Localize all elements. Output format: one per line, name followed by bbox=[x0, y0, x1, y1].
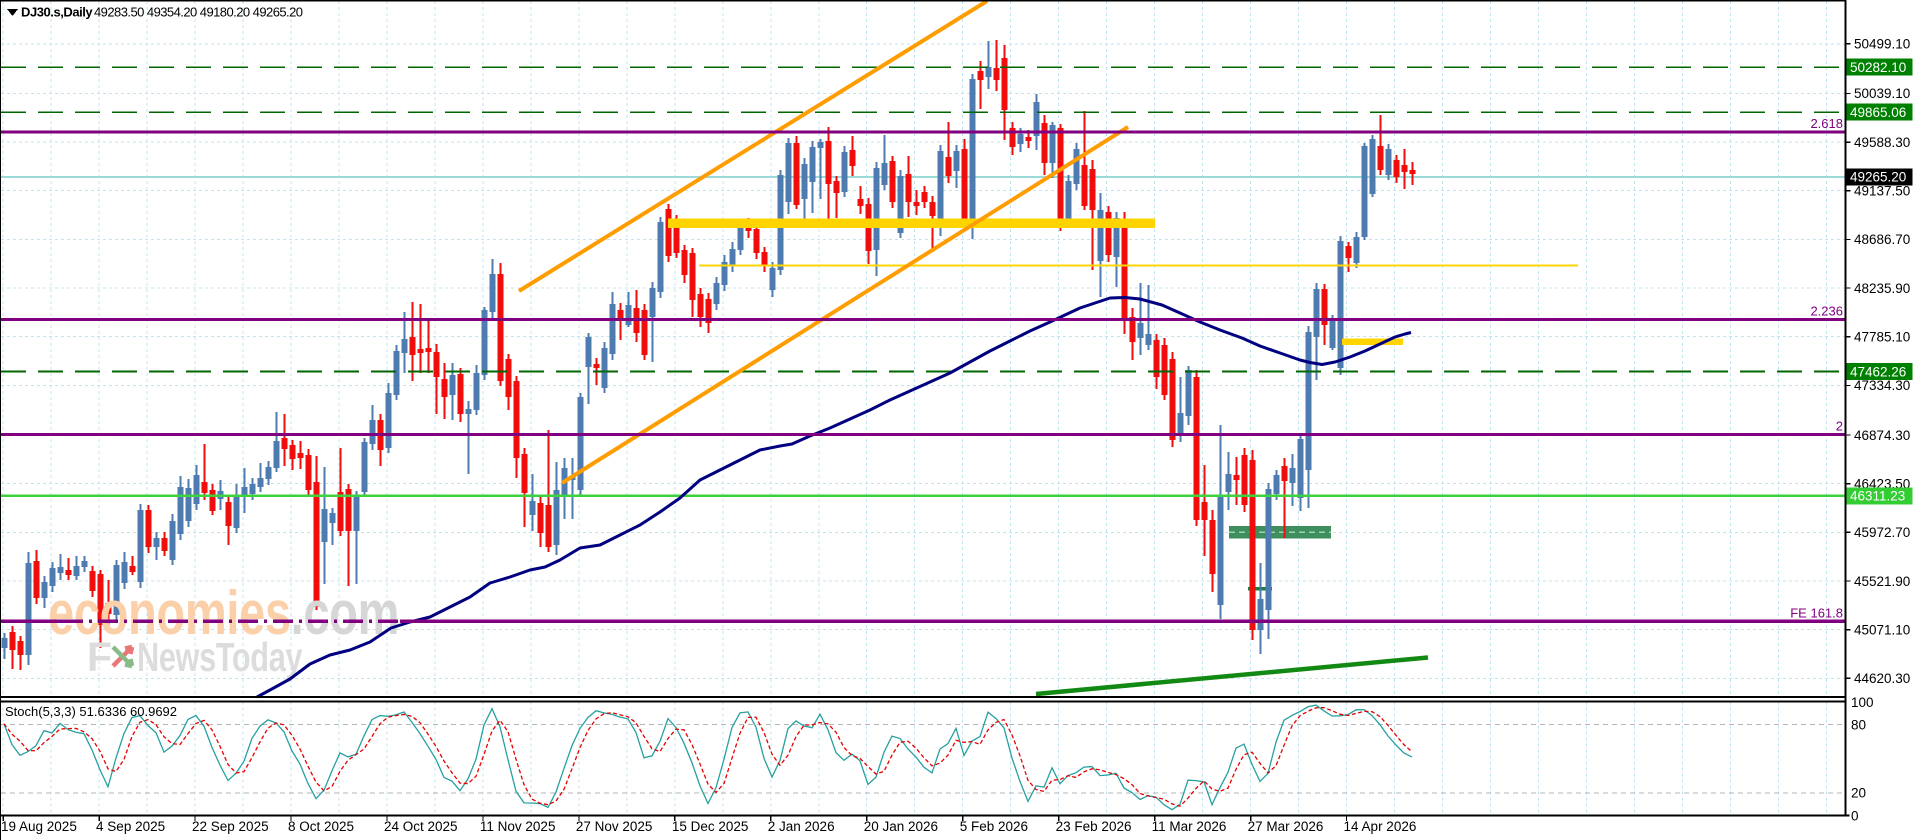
svg-text:2.236: 2.236 bbox=[1810, 304, 1843, 319]
svg-text:0: 0 bbox=[1851, 808, 1859, 823]
svg-text:27 Mar 2026: 27 Mar 2026 bbox=[1248, 819, 1324, 834]
svg-text:24 Oct 2025: 24 Oct 2025 bbox=[384, 819, 458, 834]
svg-text:NewsToday: NewsToday bbox=[137, 634, 302, 680]
svg-text:11 Nov 2025: 11 Nov 2025 bbox=[480, 819, 556, 834]
svg-text:47334.30: 47334.30 bbox=[1854, 378, 1910, 393]
svg-text:49283.50 49354.20 49180.20 492: 49283.50 49354.20 49180.20 49265.20 bbox=[94, 5, 303, 20]
svg-text:45071.10: 45071.10 bbox=[1854, 622, 1910, 637]
svg-text:8 Oct 2025: 8 Oct 2025 bbox=[288, 819, 354, 834]
svg-text:F: F bbox=[87, 634, 112, 680]
svg-text:49588.30: 49588.30 bbox=[1854, 135, 1910, 150]
svg-text:45521.90: 45521.90 bbox=[1854, 574, 1910, 589]
svg-text:19 Aug 2025: 19 Aug 2025 bbox=[1, 819, 77, 834]
svg-text:49865.06: 49865.06 bbox=[1850, 105, 1906, 120]
svg-text:49137.50: 49137.50 bbox=[1854, 184, 1910, 199]
svg-text:100: 100 bbox=[1851, 695, 1874, 710]
svg-text:economies.com: economies.com bbox=[48, 578, 399, 648]
svg-text:4 Sep 2025: 4 Sep 2025 bbox=[96, 819, 165, 834]
svg-text:48235.90: 48235.90 bbox=[1854, 281, 1910, 296]
svg-text:20: 20 bbox=[1851, 786, 1866, 801]
svg-text:50039.10: 50039.10 bbox=[1854, 86, 1910, 101]
svg-text:80: 80 bbox=[1851, 718, 1866, 733]
svg-text:46311.23: 46311.23 bbox=[1850, 489, 1905, 504]
svg-text:2 Jan 2026: 2 Jan 2026 bbox=[768, 819, 835, 834]
svg-text:47785.10: 47785.10 bbox=[1854, 329, 1910, 344]
svg-text:DJ30.s,Daily: DJ30.s,Daily bbox=[21, 5, 93, 20]
svg-text:Stoch(5,3,3) 51.6336 60.9692: Stoch(5,3,3) 51.6336 60.9692 bbox=[5, 704, 177, 719]
svg-text:2.618: 2.618 bbox=[1810, 116, 1843, 131]
svg-text:11 Mar 2026: 11 Mar 2026 bbox=[1152, 819, 1227, 834]
svg-text:45972.70: 45972.70 bbox=[1854, 525, 1910, 540]
svg-text:15 Dec 2025: 15 Dec 2025 bbox=[672, 819, 749, 834]
svg-text:5 Feb 2026: 5 Feb 2026 bbox=[960, 819, 1028, 834]
svg-text:46874.30: 46874.30 bbox=[1854, 428, 1910, 443]
svg-text:2: 2 bbox=[1836, 419, 1843, 434]
svg-text:23 Feb 2026: 23 Feb 2026 bbox=[1056, 819, 1132, 834]
svg-text:50282.10: 50282.10 bbox=[1850, 60, 1906, 75]
svg-text:14 Apr 2026: 14 Apr 2026 bbox=[1344, 819, 1417, 834]
svg-text:FE 161.8: FE 161.8 bbox=[1790, 605, 1843, 620]
svg-text:48686.70: 48686.70 bbox=[1854, 232, 1910, 247]
svg-text:49265.20: 49265.20 bbox=[1850, 170, 1906, 185]
svg-text:22 Sep 2025: 22 Sep 2025 bbox=[192, 819, 269, 834]
svg-text:27 Nov 2025: 27 Nov 2025 bbox=[576, 819, 653, 834]
svg-text:44620.30: 44620.30 bbox=[1854, 671, 1910, 686]
svg-text:50499.10: 50499.10 bbox=[1854, 37, 1910, 52]
svg-text:20 Jan 2026: 20 Jan 2026 bbox=[864, 819, 938, 834]
svg-text:47462.26: 47462.26 bbox=[1850, 364, 1906, 379]
